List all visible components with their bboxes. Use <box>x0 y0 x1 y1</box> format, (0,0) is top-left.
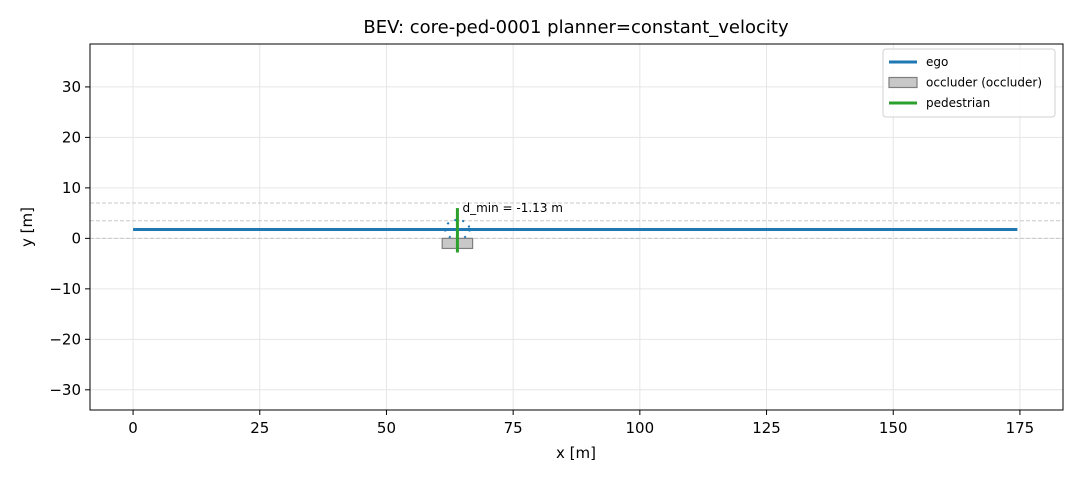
legend: ego occluder (occluder) pedestrian <box>882 48 1056 118</box>
y-tick-label: 0 <box>71 229 81 247</box>
y-tick-label: −10 <box>49 280 81 298</box>
x-tick-label: 125 <box>752 419 781 437</box>
y-axis-label: y [m] <box>18 207 36 247</box>
legend-entry: occluder (occluder) <box>926 76 1042 90</box>
x-axis-label: x [m] <box>556 444 596 462</box>
y-axis: −30 −20 −10 0 10 20 30 <box>49 78 90 399</box>
x-tick-label: 150 <box>879 419 908 437</box>
x-tick-label: 100 <box>626 419 655 437</box>
x-tick-label: 0 <box>128 419 138 437</box>
x-tick-label: 175 <box>1006 419 1035 437</box>
dmin-annotation: d_min = -1.13 m <box>462 201 562 215</box>
legend-entry: pedestrian <box>926 96 990 110</box>
x-tick-label: 50 <box>377 419 396 437</box>
legend-swatch <box>888 76 918 89</box>
y-tick-label: 30 <box>62 78 81 96</box>
x-axis: 0 25 50 75 100 125 150 175 <box>128 410 1034 437</box>
y-tick-label: 10 <box>62 179 81 197</box>
axes-frame <box>89 43 1064 411</box>
chart-title: BEV: core-ped-0001 planner=constant_velo… <box>363 17 789 38</box>
x-tick-label: 25 <box>250 419 269 437</box>
y-tick-label: 20 <box>62 128 81 146</box>
y-tick-label: −30 <box>49 381 81 399</box>
y-tick-label: −20 <box>49 330 81 348</box>
legend-box <box>882 48 1056 118</box>
legend-entry: ego <box>926 55 948 69</box>
x-tick-label: 75 <box>504 419 523 437</box>
plot-area: d_min = -1.13 m <box>89 43 1064 411</box>
